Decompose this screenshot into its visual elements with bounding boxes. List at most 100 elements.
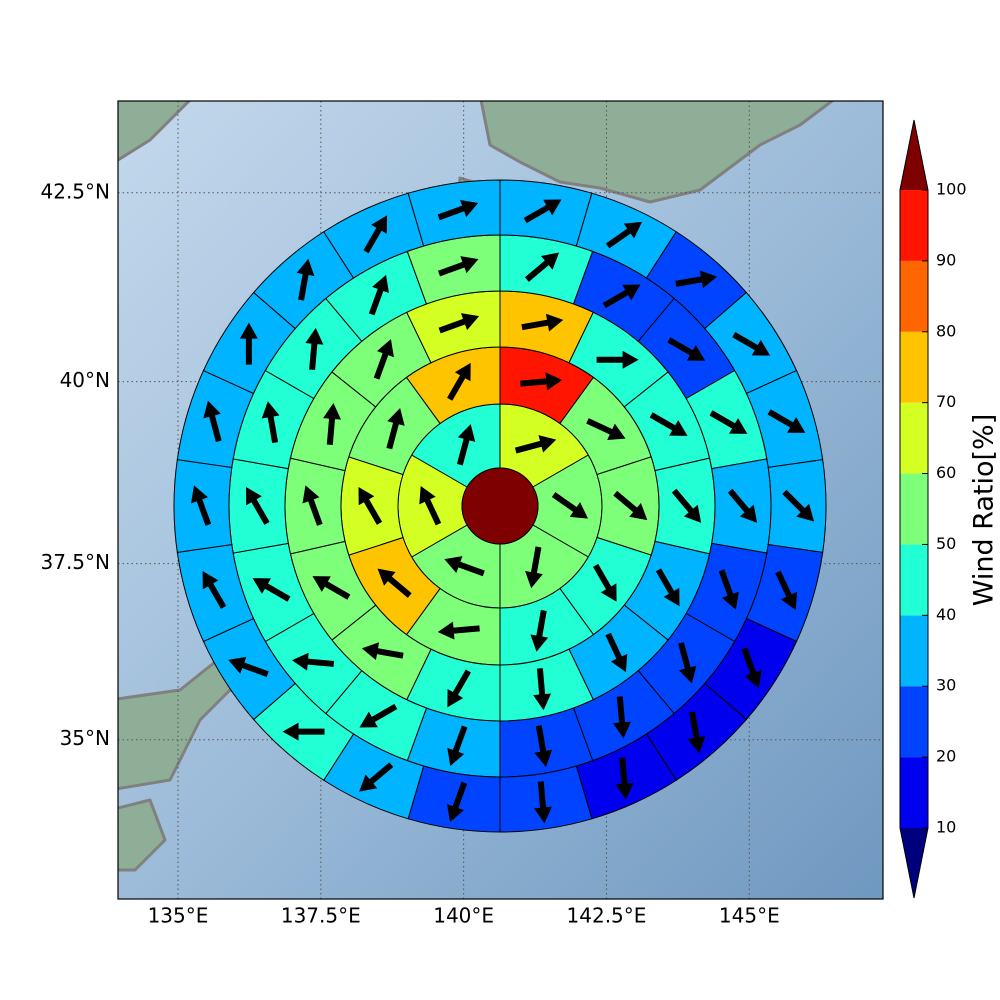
wind-arrow	[687, 711, 706, 754]
colorbar-segment	[900, 473, 928, 545]
wind-arrow	[447, 669, 471, 708]
tick-labels: 135°E 137.5°E 140°E 142.5°E 145°E 35°N 37.5°N 4…	[41, 179, 780, 927]
wind-arrow	[190, 485, 212, 526]
wind-arrow	[675, 270, 718, 289]
wind-arrow	[775, 570, 798, 611]
wind-arrow	[447, 781, 468, 823]
land	[118, 798, 167, 872]
wind-arrow	[373, 339, 394, 380]
wind-arrow	[447, 362, 471, 401]
wind-arrow	[202, 571, 227, 609]
wind-arrow	[732, 332, 771, 356]
wind-arrow	[228, 656, 269, 678]
wind-arrow	[709, 410, 748, 434]
wind-arrow	[246, 486, 270, 525]
wind-arrow	[438, 313, 480, 334]
wind-arrow	[718, 569, 739, 610]
wind-arrow	[767, 409, 806, 433]
wind-rose	[173, 179, 827, 833]
colorbar-segment	[900, 686, 928, 758]
wind-arrow	[456, 424, 476, 466]
colorbar-segment	[900, 331, 928, 403]
wind-arrow	[358, 486, 383, 525]
y-tick-label: 40°N	[60, 368, 110, 392]
wind-arrow	[613, 490, 648, 521]
colorbar-tick-label: 30	[936, 676, 956, 695]
colorbar-over	[900, 120, 928, 190]
wind-arrow	[534, 781, 552, 824]
colorbar-segment	[900, 757, 928, 828]
wind-arrow	[437, 200, 479, 221]
y-tick-label: 35°N	[60, 726, 110, 750]
colorbar-tick-label: 60	[936, 463, 956, 482]
wind-arrow	[359, 762, 394, 792]
wind-arrow	[649, 412, 688, 436]
wind-arrow	[323, 402, 342, 446]
land	[118, 101, 192, 162]
wind-arrow	[533, 668, 552, 711]
wind-arrow	[551, 492, 589, 519]
colorbar-segment	[900, 544, 928, 616]
wind-arrow	[302, 485, 323, 526]
x-tick-label: 142.5°E	[567, 904, 647, 928]
y-tick-label: 42.5°N	[41, 179, 111, 203]
colorbar-under	[900, 828, 928, 898]
wind-arrow	[782, 489, 815, 522]
wind-arrow	[586, 418, 626, 440]
wind-arrow	[437, 621, 480, 640]
colorbar: 10 20 30 40 50 60 70 80 90 100	[899, 119, 967, 899]
wind-arrow	[655, 568, 680, 607]
colorbar-segment	[900, 402, 928, 474]
wind-arrow	[678, 642, 697, 684]
wind-arrow	[363, 215, 387, 254]
wind-arrow	[520, 372, 563, 391]
colorbar-tick-label: 40	[936, 605, 956, 624]
arrows	[190, 199, 815, 824]
wind-arrow	[667, 337, 706, 361]
colorbar-tick-label: 10	[936, 818, 956, 837]
wind-arrow	[514, 435, 557, 454]
wind-arrow	[521, 313, 564, 332]
wind-arrow	[419, 486, 442, 526]
axes-frame	[117, 100, 884, 900]
wind-arrow	[602, 284, 641, 309]
x-tick-label: 145°E	[719, 904, 780, 928]
wind-arrow	[615, 757, 634, 800]
colorbar-tick-label: 50	[936, 534, 956, 553]
wind-arrow	[671, 488, 702, 523]
colorbar-label: Wind Ratio[%]	[969, 414, 1000, 606]
wind-arrow	[368, 274, 390, 316]
wind-arrow	[361, 642, 404, 661]
wind-arrow	[605, 221, 643, 249]
wind-arrow	[386, 408, 405, 450]
wind-arrow	[613, 696, 631, 739]
wind-arrow	[203, 400, 222, 442]
wind-arrow	[727, 488, 758, 523]
colorbar-segment	[900, 615, 928, 687]
wind-arrow	[523, 199, 562, 224]
colorbar-tick-label: 80	[936, 321, 956, 340]
wind-arrow	[437, 256, 479, 277]
wind-arrow	[305, 327, 324, 370]
colorbar-segment	[900, 190, 928, 261]
wind-arrow	[359, 703, 398, 728]
wind-arrow	[296, 258, 315, 301]
wind-arrow	[534, 725, 553, 767]
wind-arrow	[252, 578, 291, 602]
x-tick-label: 140°E	[433, 904, 494, 928]
wind-arrow	[592, 563, 617, 602]
colorbar-tick-label: 100	[936, 180, 967, 199]
wind-arrow	[239, 322, 258, 365]
wind-arrow	[312, 576, 351, 600]
y-tick-label: 37.5°N	[41, 550, 111, 574]
wind-arrow	[282, 722, 325, 741]
x-tick-label: 135°E	[148, 904, 209, 928]
wind-arrow	[377, 568, 412, 598]
wind-arrow	[741, 647, 762, 689]
wind-arrow	[524, 252, 560, 282]
wind-arrow	[530, 609, 549, 652]
x-tick-label: 137.5°E	[281, 904, 361, 928]
colorbar-segment	[900, 260, 928, 332]
colorbar-tick-label: 90	[936, 250, 956, 269]
